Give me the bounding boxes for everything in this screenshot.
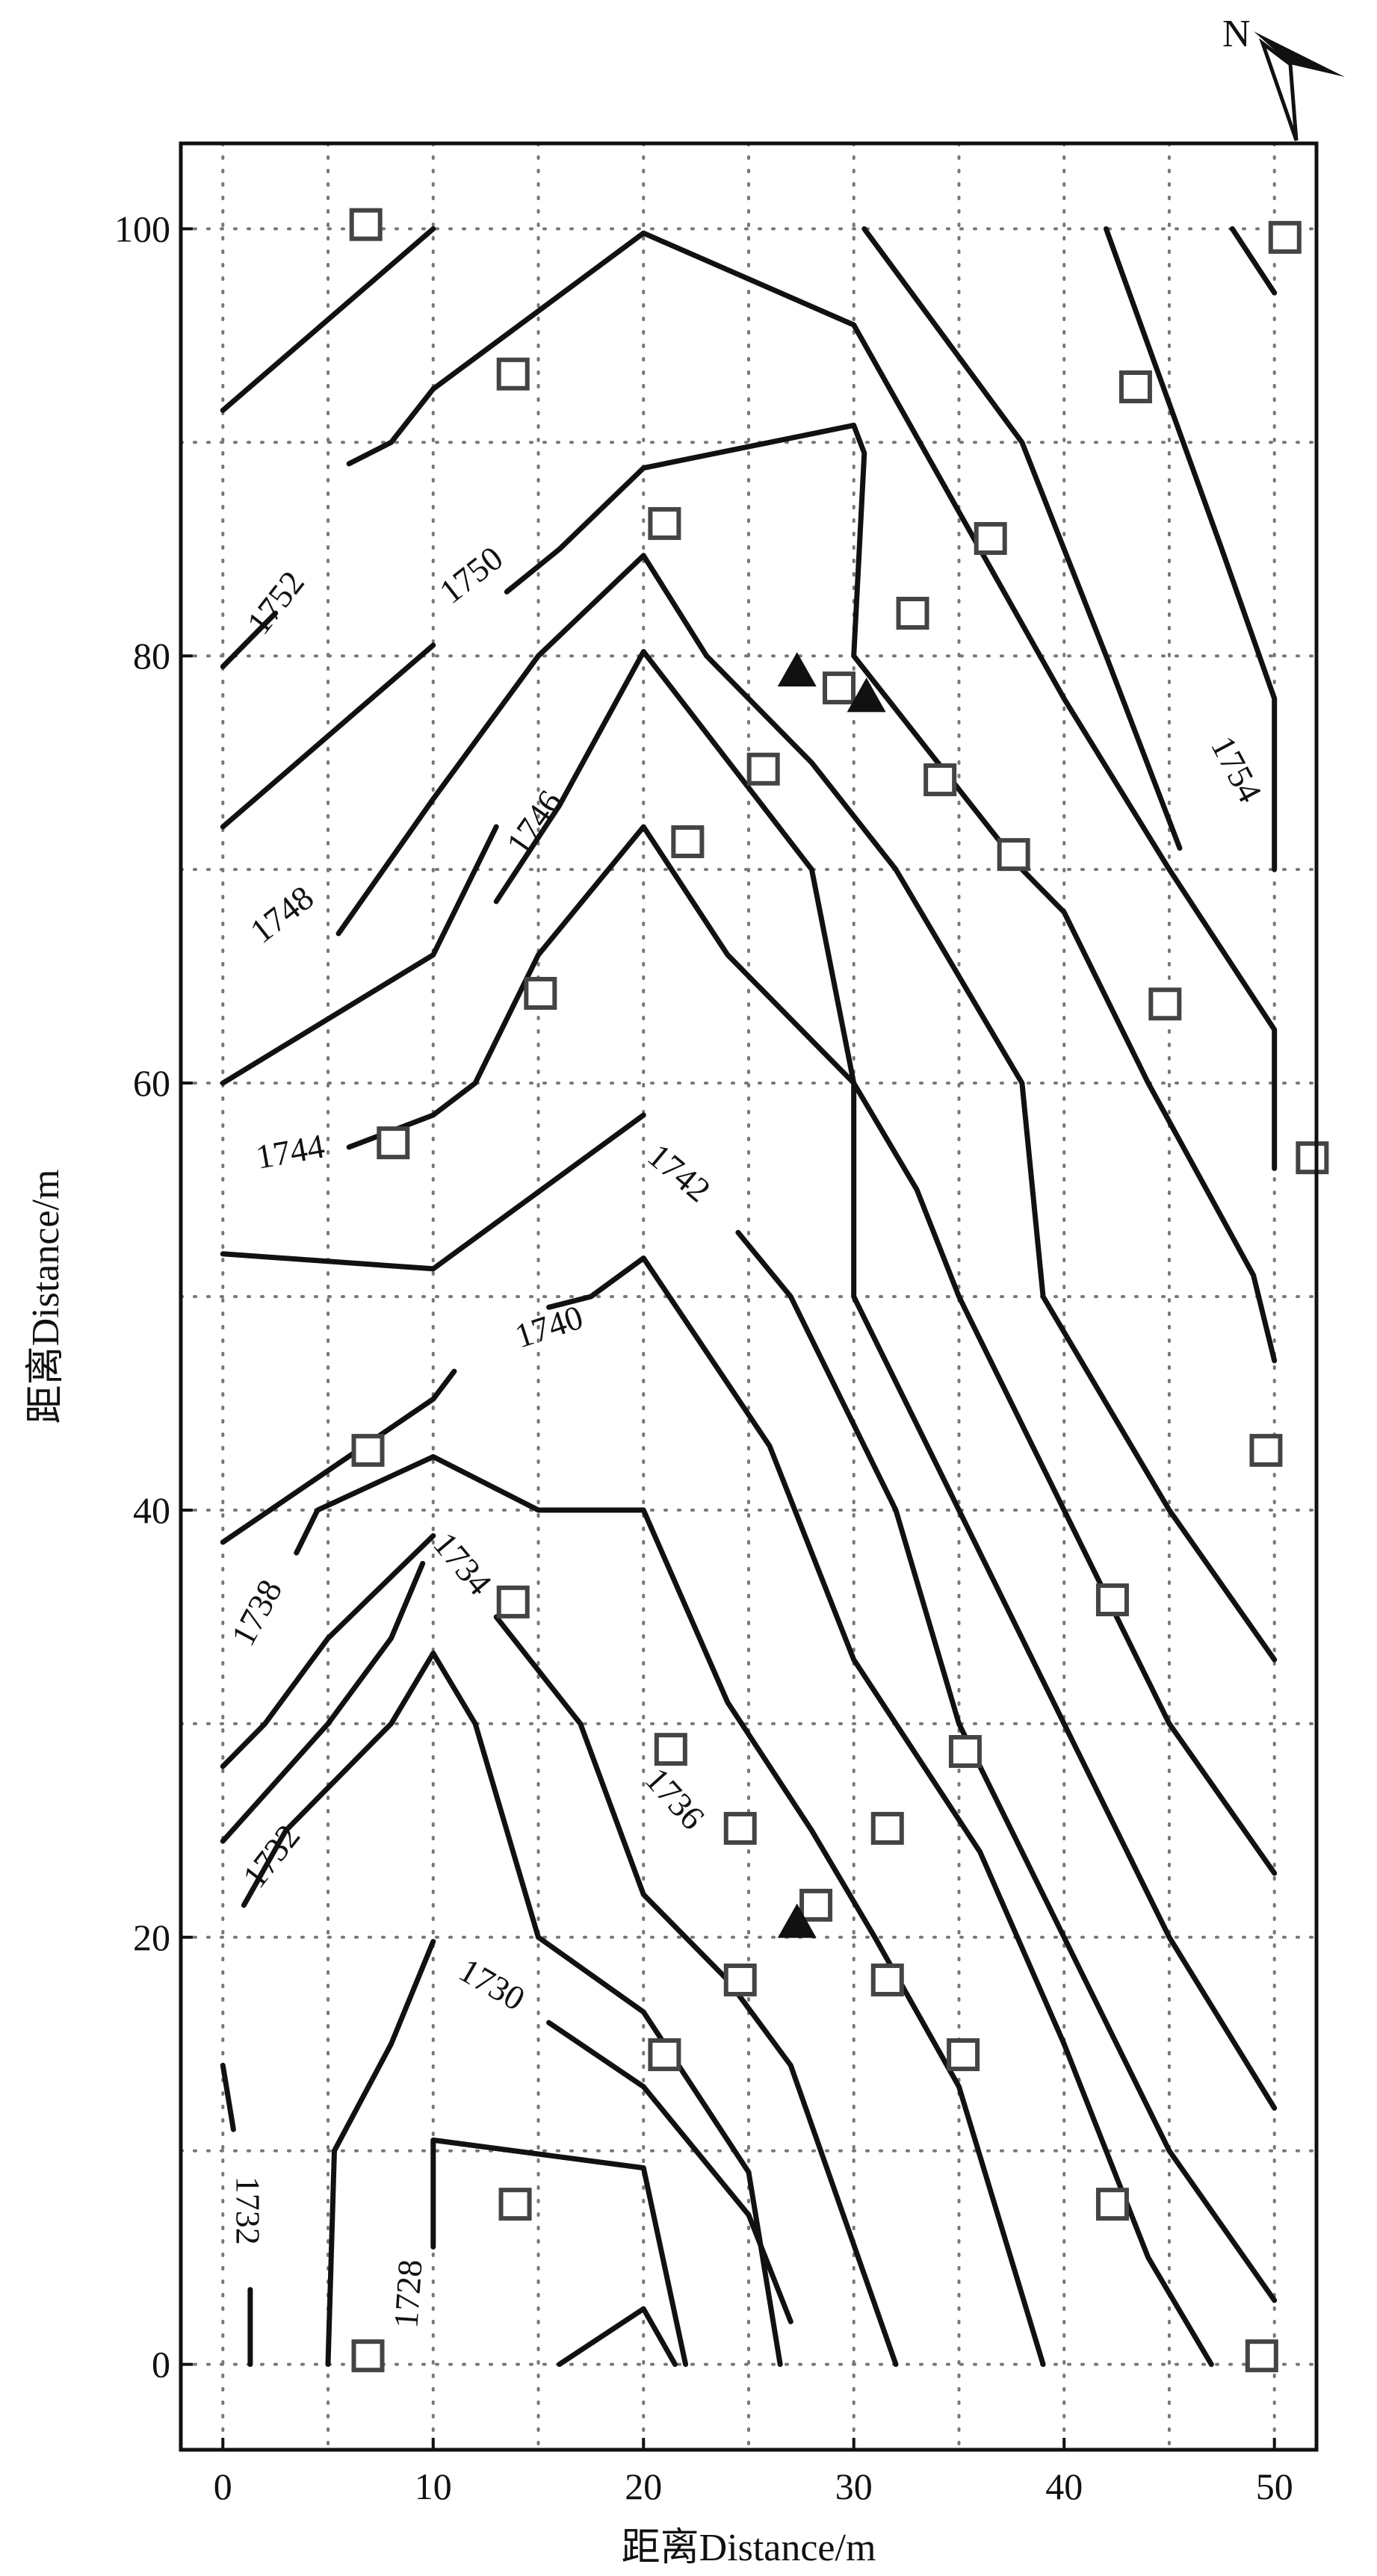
square-marker xyxy=(349,208,383,241)
square-marker xyxy=(799,1888,833,1922)
contour-line xyxy=(220,1112,646,1272)
contour-line xyxy=(220,824,499,1086)
square-marker xyxy=(648,2038,681,2072)
square-marker xyxy=(823,671,856,705)
y-tick-label: 100 xyxy=(114,208,170,249)
x-tick-label: 30 xyxy=(835,2465,873,2507)
contour-line xyxy=(1229,226,1278,296)
plot-frame xyxy=(179,141,1319,2452)
contour-line xyxy=(335,553,1278,1663)
contour-line xyxy=(430,2137,689,2368)
square-marker xyxy=(524,976,557,1010)
square-marker xyxy=(671,825,705,858)
contour-line xyxy=(557,2306,678,2368)
square-marker xyxy=(1249,1433,1283,1467)
contour-line xyxy=(325,1939,436,2368)
contour-line xyxy=(220,1560,426,1844)
contour-line xyxy=(493,649,1278,2111)
x-tick-label: 10 xyxy=(415,2465,452,2507)
north-arrow: N xyxy=(1222,13,1345,141)
x-tick-label: 40 xyxy=(1045,2465,1083,2507)
y-tick-label: 40 xyxy=(133,1489,170,1531)
contour-line xyxy=(220,226,436,413)
x-tick-label: 0 xyxy=(214,2465,232,2507)
square-marker xyxy=(870,1811,904,1845)
north-arrow-icon xyxy=(1254,31,1345,77)
triangle-marker xyxy=(847,677,886,713)
y-tick-label: 20 xyxy=(133,1917,170,1958)
square-marker xyxy=(896,597,929,630)
square-marker xyxy=(1118,370,1152,403)
square-marker xyxy=(1296,1141,1329,1175)
contour-label: 1732 xyxy=(229,2176,267,2245)
north-arrow-tail-icon xyxy=(1258,38,1299,141)
square-marker xyxy=(377,1126,410,1160)
contour-line xyxy=(861,226,1183,851)
square-marker xyxy=(1245,2339,1278,2373)
square-marker xyxy=(351,1433,385,1467)
square-marker xyxy=(997,838,1030,872)
square-marker xyxy=(723,1963,757,1996)
x-tick-label: 20 xyxy=(625,2465,662,2507)
contour-line xyxy=(504,422,1278,1364)
square-marker xyxy=(496,357,530,391)
square-marker xyxy=(648,506,681,540)
contour-line xyxy=(546,1256,1214,2368)
x-axis-title: 距离Distance/m xyxy=(622,2527,876,2569)
square-marker xyxy=(948,1735,982,1769)
contour-line xyxy=(220,642,436,830)
square-marker xyxy=(746,752,780,786)
square-marker xyxy=(498,2188,532,2221)
y-axis-title: 距离Distance/m xyxy=(25,1170,67,1424)
contour-line xyxy=(493,1614,899,2368)
square-marker xyxy=(1148,987,1182,1021)
square-marker xyxy=(974,521,1007,555)
contour-lines xyxy=(220,226,1278,2368)
contour-line xyxy=(1104,226,1278,872)
contour-line xyxy=(220,2062,236,2132)
contour-line xyxy=(346,824,1278,1876)
triangle-marker xyxy=(777,1903,817,1938)
square-marker xyxy=(723,1811,757,1845)
triangle-marker xyxy=(777,652,817,687)
square-marker xyxy=(654,1733,687,1766)
square-marker xyxy=(351,2339,385,2373)
x-tick-label: 50 xyxy=(1256,2465,1293,2507)
north-label: N xyxy=(1222,13,1251,55)
square-marker xyxy=(1095,1583,1129,1617)
contour-line xyxy=(735,1229,1278,2303)
square-marker xyxy=(1268,220,1302,254)
contour-line xyxy=(220,1533,436,1769)
square-marker xyxy=(947,2038,980,2072)
axis-ticks: 0 10 20 30 40 50 0 20 40 60 80 100 xyxy=(114,208,1293,2507)
square-marker xyxy=(496,1585,530,1618)
contour-line xyxy=(346,230,1278,1171)
square-marker xyxy=(870,1963,904,1996)
y-tick-label: 60 xyxy=(133,1062,170,1104)
contour-line xyxy=(220,610,279,669)
y-tick-label: 80 xyxy=(133,635,170,677)
sample-markers xyxy=(349,208,1329,2373)
square-marker xyxy=(1095,2188,1129,2221)
contour-line xyxy=(241,1651,783,2368)
square-marker xyxy=(923,763,957,797)
contour-line xyxy=(220,1368,457,1545)
contour-label: 1728 xyxy=(386,2259,429,2330)
contour-line xyxy=(294,1453,1046,2368)
y-tick-label: 0 xyxy=(152,2344,170,2386)
contour-line xyxy=(546,2020,793,2324)
